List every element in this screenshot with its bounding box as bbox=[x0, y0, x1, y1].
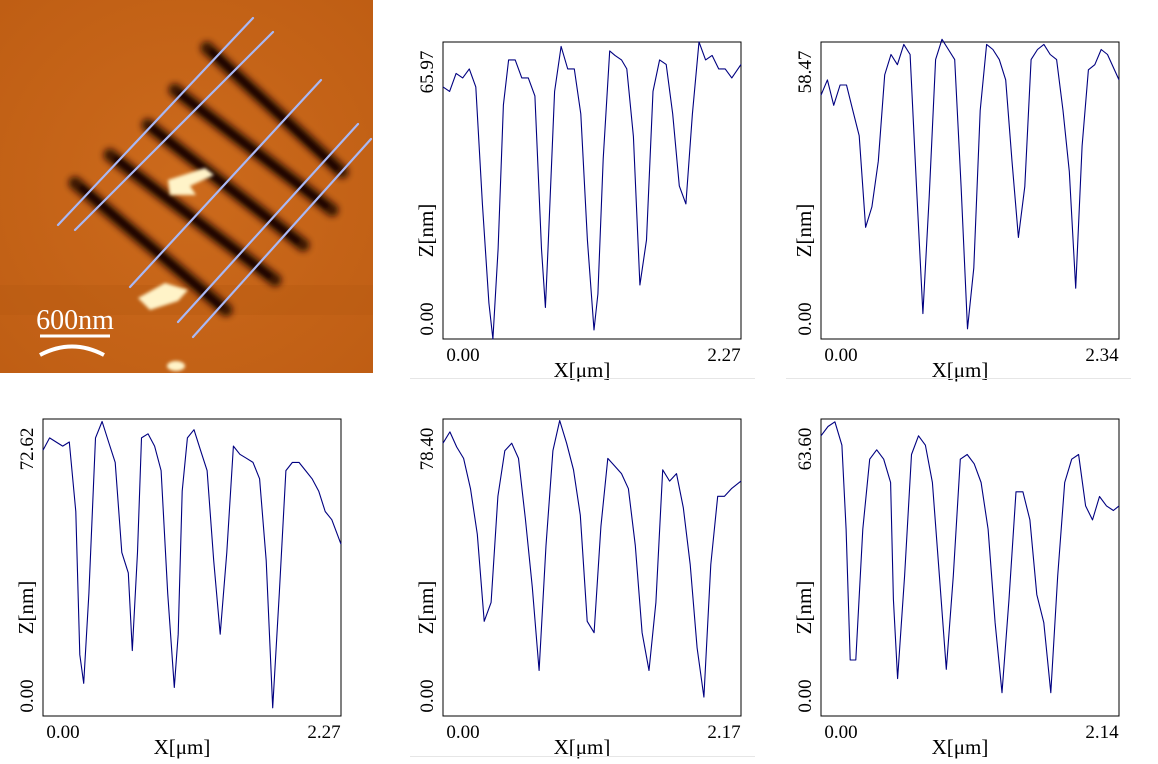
x-tick-label: 2.27 bbox=[707, 345, 740, 366]
y-axis-label: Z[nm] bbox=[414, 581, 438, 635]
plot-frame bbox=[820, 41, 1120, 340]
plot-frame bbox=[42, 418, 342, 717]
profile-line bbox=[820, 421, 1120, 694]
x-tick-label: 0.00 bbox=[824, 345, 857, 366]
y-tick-label: 0.00 bbox=[795, 302, 816, 335]
divider bbox=[786, 378, 1131, 379]
profile-chart-1: 0.00 2.27 X[μm] 0.00 65.97 Z[nm] bbox=[400, 35, 755, 382]
afm-height-image: 600nm bbox=[0, 0, 373, 373]
profile-line bbox=[442, 41, 742, 340]
y-axis-label: Z[nm] bbox=[792, 204, 816, 258]
afm-particles bbox=[138, 168, 214, 371]
y-tick-label: 0.00 bbox=[795, 679, 816, 712]
x-tick-label: 2.27 bbox=[307, 722, 340, 743]
y-tick-label: 72.62 bbox=[17, 428, 38, 471]
y-axis-label: Z[nm] bbox=[792, 581, 816, 635]
x-tick-label: 0.00 bbox=[446, 345, 479, 366]
profile-line bbox=[820, 38, 1120, 330]
x-tick-label: 0.00 bbox=[824, 722, 857, 743]
y-tick-label: 63.60 bbox=[795, 428, 816, 471]
x-axis-label: X[μm] bbox=[154, 735, 211, 759]
y-tick-label: 78.40 bbox=[417, 428, 438, 471]
x-axis-label: X[μm] bbox=[932, 735, 989, 759]
divider bbox=[410, 378, 755, 379]
x-axis-label: X[μm] bbox=[554, 735, 611, 759]
profile-chart-5: 0.00 2.14 X[μm] 0.00 63.60 Z[nm] bbox=[778, 412, 1133, 759]
y-tick-label: 58.47 bbox=[795, 51, 816, 94]
x-tick-label: 0.00 bbox=[446, 722, 479, 743]
afm-scan-lines bbox=[56, 16, 373, 339]
y-axis-label: Z[nm] bbox=[414, 204, 438, 258]
x-tick-label: 2.17 bbox=[707, 722, 740, 743]
profile-chart-3: 0.00 2.27 X[μm] 0.00 72.62 Z[nm] bbox=[0, 412, 355, 759]
profile-chart-4: 0.00 2.17 X[μm] 0.00 78.40 Z[nm] bbox=[400, 412, 755, 759]
scale-bar-arc bbox=[39, 344, 105, 357]
divider bbox=[410, 756, 755, 757]
scale-bar-label: 600nm bbox=[36, 305, 114, 336]
y-tick-label: 0.00 bbox=[17, 679, 38, 712]
plot-frame bbox=[820, 418, 1120, 717]
x-tick-label: 0.00 bbox=[46, 722, 79, 743]
x-tick-label: 2.14 bbox=[1085, 722, 1119, 743]
profile-line bbox=[42, 420, 342, 709]
y-tick-label: 65.97 bbox=[417, 51, 438, 94]
y-tick-label: 0.00 bbox=[417, 302, 438, 335]
x-tick-label: 2.34 bbox=[1085, 345, 1119, 366]
y-tick-label: 0.00 bbox=[417, 679, 438, 712]
y-axis-label: Z[nm] bbox=[14, 581, 38, 635]
plot-frame bbox=[442, 41, 742, 340]
profile-line bbox=[442, 419, 742, 698]
profile-chart-2: 0.00 2.34 X[μm] 0.00 58.47 Z[nm] bbox=[778, 35, 1133, 382]
plot-frame bbox=[442, 418, 742, 717]
